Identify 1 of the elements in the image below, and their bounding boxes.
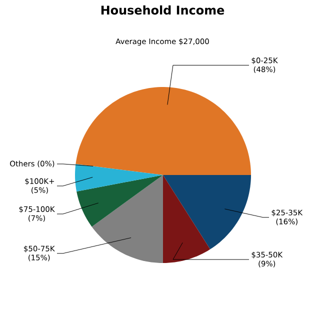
chart-title: Household Income xyxy=(101,5,224,15)
